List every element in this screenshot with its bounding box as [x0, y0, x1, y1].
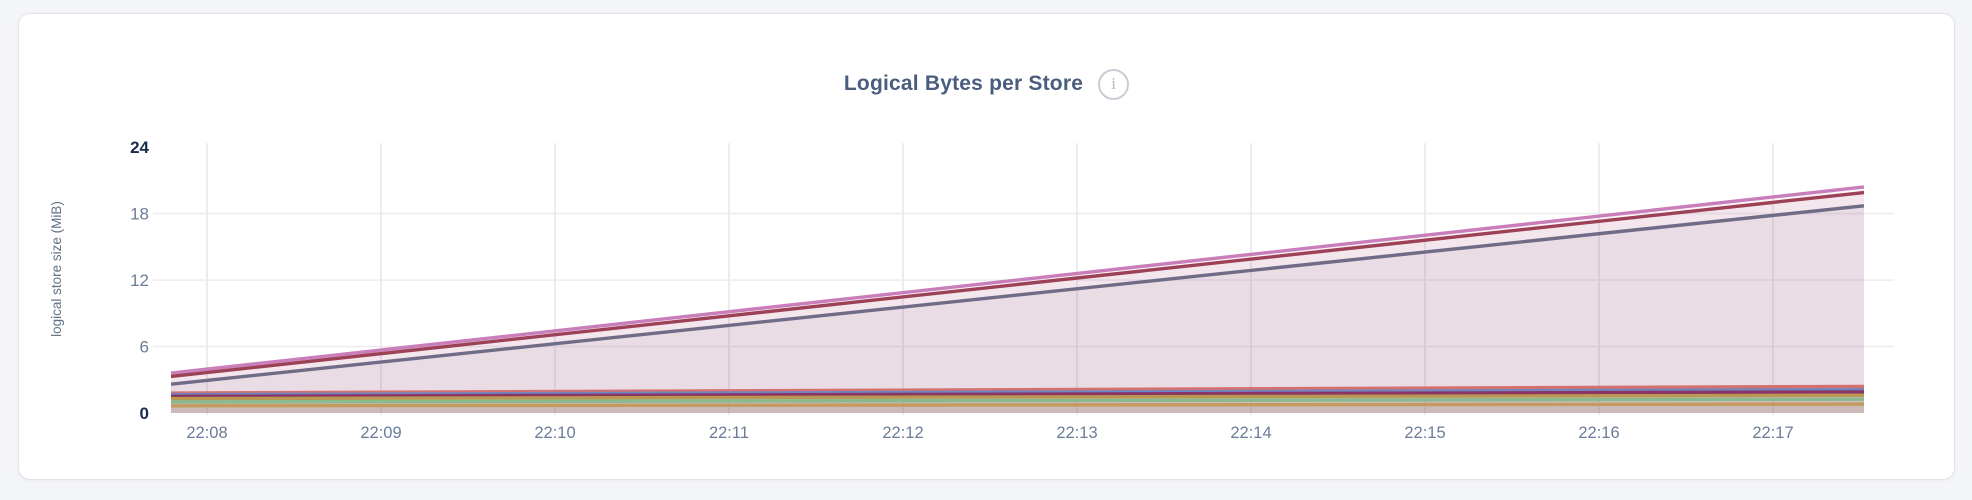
chart-card: Logical Bytes per Store i logical store … — [18, 13, 1955, 480]
y-tick-label: 18 — [130, 205, 149, 224]
series-line-store-8 — [170, 397, 1865, 404]
series-line-store-2 — [170, 190, 1865, 379]
y-axis-title: logical store size (MiB) — [49, 201, 64, 337]
chart-title: Logical Bytes per Store — [843, 72, 1084, 95]
y-tick-label: 24 — [130, 138, 149, 157]
y-tick-label: 0 — [140, 404, 149, 423]
x-tick-label: 22:17 — [1752, 424, 1793, 442]
chart-header: Logical Bytes per Store i — [19, 14, 1954, 114]
series-line-store-9 — [170, 402, 1865, 408]
series-line-store-3 — [170, 204, 1865, 386]
x-tick-label: 22:13 — [1056, 424, 1097, 442]
x-tick-label: 22:15 — [1404, 424, 1445, 442]
series-area-store-3 — [171, 205, 1864, 413]
series-line-store-7 — [170, 393, 1865, 401]
x-tick-label: 22:12 — [882, 424, 923, 442]
chart: logical store size (MiB) 22:08 22:09 22:10… — [19, 116, 1954, 476]
x-tick-label: 22:08 — [186, 424, 227, 442]
x-tick-label: 22:11 — [709, 424, 749, 442]
info-icon-glyph: i — [1111, 74, 1116, 93]
series-line-store-1 — [170, 185, 1865, 375]
series-line-store-5 — [170, 388, 1865, 397]
series-line-store-6 — [170, 390, 1865, 399]
series-line-store-4 — [170, 384, 1865, 395]
y-tick-label: 6 — [140, 338, 149, 357]
plot-svg[interactable]: 22:08 22:09 22:10 22:11 22:12 22:13 22:14 22:15… — [91, 116, 1894, 456]
series-area-store-2 — [171, 192, 1864, 413]
x-tick-label: 22:16 — [1578, 424, 1619, 442]
x-tick-label: 22:09 — [360, 424, 401, 442]
x-tick-label: 22:10 — [534, 424, 575, 442]
y-tick-label: 12 — [130, 271, 149, 290]
series-area-store-1 — [171, 186, 1864, 413]
info-icon[interactable]: i — [1098, 68, 1130, 100]
x-tick-label: 22:14 — [1230, 424, 1271, 442]
